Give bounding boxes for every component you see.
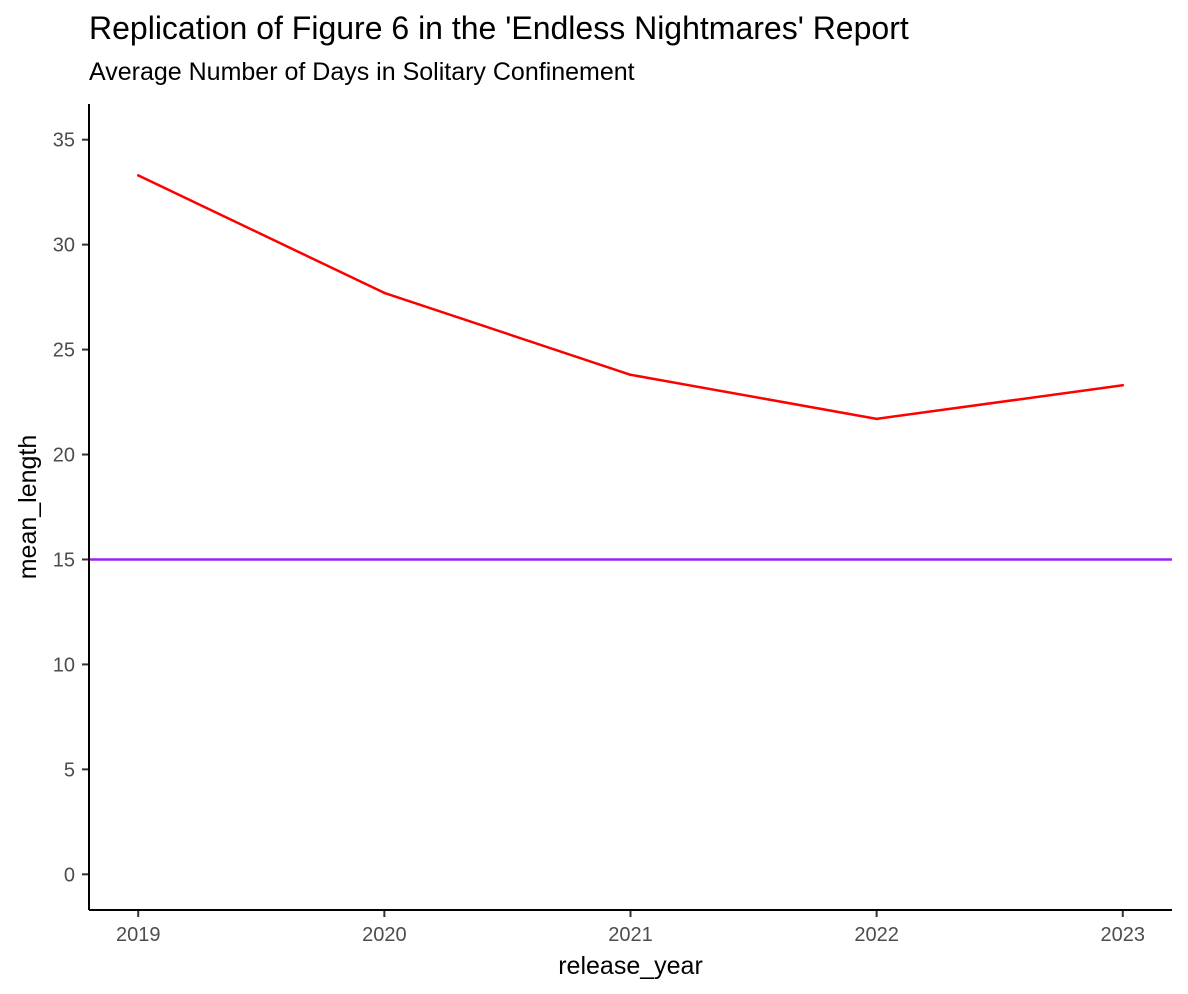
data-point (875, 417, 878, 421)
y-tick-label: 5 (64, 759, 75, 781)
x-tick-label: 2023 (1101, 924, 1146, 946)
series-line (137, 174, 1123, 421)
x-axis-ticks: 2019 2020 2021 2022 2023 (116, 910, 1145, 946)
chart-subtitle: Average Number of Days in Solitary Confi… (89, 58, 635, 86)
data-point (383, 291, 386, 295)
x-tick-label: 2021 (608, 924, 653, 946)
data-point (1121, 383, 1125, 387)
y-tick-label: 30 (53, 235, 75, 257)
x-axis-title: release_year (558, 952, 703, 980)
chart-title: Replication of Figure 6 in the 'Endless … (89, 10, 909, 46)
x-tick-label: 2022 (854, 924, 899, 946)
y-tick-label: 15 (53, 549, 75, 571)
y-tick-label: 20 (53, 445, 75, 467)
x-tick-label: 2019 (116, 924, 161, 946)
y-tick-label: 25 (53, 340, 75, 362)
data-point (629, 373, 632, 377)
x-tick-label: 2020 (362, 924, 407, 946)
series-lines (136, 174, 1125, 421)
y-axis-title: mean_length (14, 435, 42, 580)
y-tick-label: 10 (53, 654, 75, 676)
y-tick-label: 35 (53, 130, 75, 152)
y-axis-ticks: 0 5 10 15 20 25 30 35 (53, 130, 89, 886)
y-tick-label: 0 (64, 864, 75, 886)
data-point (136, 174, 140, 177)
